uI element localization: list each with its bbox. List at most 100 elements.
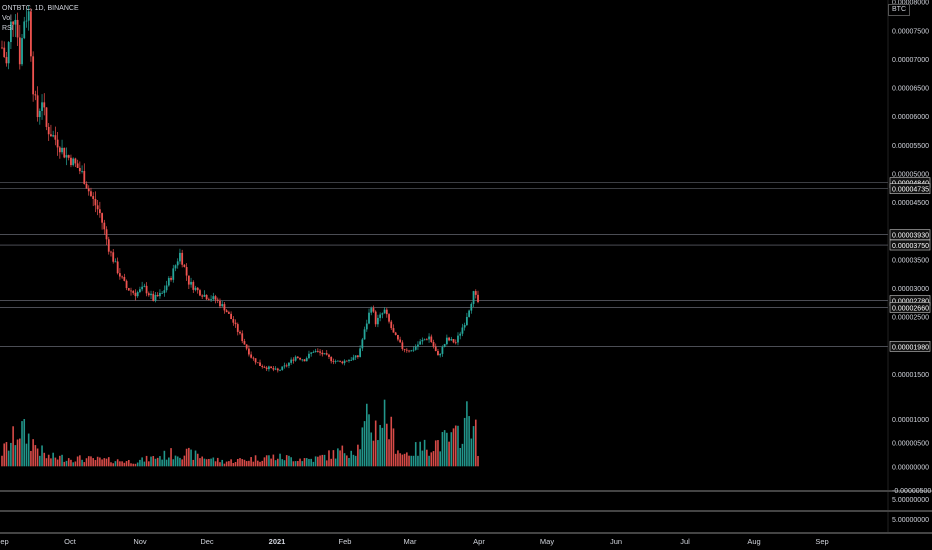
volume-bar bbox=[459, 447, 462, 467]
candle-body bbox=[310, 352, 313, 354]
candle-body bbox=[243, 341, 246, 345]
volume-bar bbox=[99, 457, 101, 467]
candle-body bbox=[261, 366, 264, 367]
candle-body bbox=[245, 344, 248, 349]
volume-bar bbox=[181, 459, 183, 467]
candle-body bbox=[145, 285, 148, 294]
volume-bar bbox=[125, 461, 128, 467]
volume-bar bbox=[83, 462, 86, 467]
volume-bar bbox=[228, 461, 230, 467]
candle-body bbox=[214, 296, 217, 300]
volume-bar bbox=[141, 457, 143, 467]
candle-body bbox=[50, 134, 52, 137]
volume-bar bbox=[179, 457, 181, 467]
volume-bar bbox=[350, 450, 353, 467]
time-tick-label: Jul bbox=[680, 537, 690, 546]
volume-bar bbox=[34, 445, 37, 467]
candle-body bbox=[434, 346, 437, 352]
candle-body bbox=[363, 329, 366, 340]
volume-bar bbox=[79, 455, 81, 467]
volume-bar bbox=[123, 462, 126, 467]
candle-body bbox=[336, 360, 339, 362]
volume-bar bbox=[468, 416, 470, 467]
candle-body bbox=[52, 135, 55, 137]
volume-bar bbox=[136, 462, 139, 467]
volume-bar bbox=[150, 456, 152, 467]
price-tick-label: 0.00003500 bbox=[892, 257, 929, 264]
volume-bar bbox=[406, 452, 408, 467]
candle-body bbox=[230, 313, 233, 320]
volume-bar bbox=[332, 450, 335, 467]
volume-bar bbox=[399, 453, 401, 467]
candle-body bbox=[25, 20, 28, 22]
volume-bar bbox=[161, 459, 163, 467]
candle-body bbox=[457, 335, 459, 343]
volume-bar bbox=[310, 458, 312, 467]
candle-body bbox=[123, 276, 126, 281]
volume-bar bbox=[54, 457, 57, 467]
candle-body bbox=[121, 276, 124, 278]
volume-bar bbox=[403, 453, 406, 467]
candle-body bbox=[67, 155, 70, 158]
volume-bar bbox=[56, 459, 59, 467]
volume-bar bbox=[334, 458, 337, 467]
candle-body bbox=[441, 347, 444, 354]
volume-bar bbox=[463, 417, 466, 467]
candle-body bbox=[74, 158, 77, 164]
candle-body bbox=[127, 288, 130, 291]
candle-body bbox=[465, 316, 468, 326]
volume-bar bbox=[94, 460, 97, 467]
time-axis: Sep Oct Nov Dec 2021 Feb Mar Apr May Jun Jul Aug Sep bbox=[0, 537, 829, 546]
volume-bar bbox=[239, 458, 241, 467]
candle-body bbox=[394, 332, 397, 336]
candle-body bbox=[365, 323, 368, 330]
level-label: 0.00002660 bbox=[892, 305, 929, 312]
time-tick-label: Oct bbox=[64, 537, 77, 546]
candle-body bbox=[370, 308, 373, 313]
volume-bar bbox=[343, 453, 346, 467]
candle-body bbox=[181, 252, 184, 265]
candle-body bbox=[161, 292, 164, 294]
volume-bar bbox=[30, 450, 32, 467]
candle-body bbox=[43, 102, 46, 108]
volume-bar bbox=[145, 455, 148, 467]
volume-bar bbox=[308, 458, 310, 467]
volume-bar bbox=[388, 439, 390, 467]
volume-bar bbox=[454, 425, 457, 467]
volume-bar bbox=[76, 456, 79, 467]
candle-body bbox=[154, 294, 157, 301]
candle-body bbox=[7, 42, 10, 64]
volume-bar bbox=[190, 449, 192, 467]
vol-legend: Vol bbox=[2, 15, 12, 22]
volume-bar bbox=[314, 456, 317, 467]
candle-body bbox=[408, 350, 410, 352]
price-tick-label: 0.00006500 bbox=[892, 86, 929, 93]
volume-bar bbox=[1, 455, 3, 467]
candle-body bbox=[256, 362, 259, 364]
volume-bar bbox=[74, 461, 77, 467]
candle-body bbox=[196, 287, 199, 291]
volume-bar bbox=[212, 457, 215, 467]
volume-bar bbox=[466, 401, 468, 467]
volume-bar bbox=[112, 463, 115, 467]
volume-bar bbox=[357, 444, 359, 467]
volume-bar bbox=[325, 460, 328, 467]
candle-body bbox=[303, 359, 306, 362]
volume-bar bbox=[219, 462, 221, 467]
candle-body bbox=[421, 340, 424, 342]
level-label: 0.00001980 bbox=[892, 344, 929, 351]
time-tick-label: Sep bbox=[0, 537, 9, 546]
volume-bar bbox=[470, 438, 473, 467]
candle-body bbox=[141, 286, 144, 290]
candle-body bbox=[385, 309, 388, 315]
volume-bar bbox=[328, 450, 330, 467]
volume-bar bbox=[439, 451, 441, 467]
candle-body bbox=[332, 361, 335, 362]
candle-body bbox=[454, 342, 457, 344]
volume-bar bbox=[234, 462, 237, 467]
candle-body bbox=[54, 135, 57, 140]
currency-badge[interactable]: BTC bbox=[888, 4, 910, 16]
volume-bar bbox=[285, 455, 288, 467]
candle-body bbox=[374, 311, 377, 325]
